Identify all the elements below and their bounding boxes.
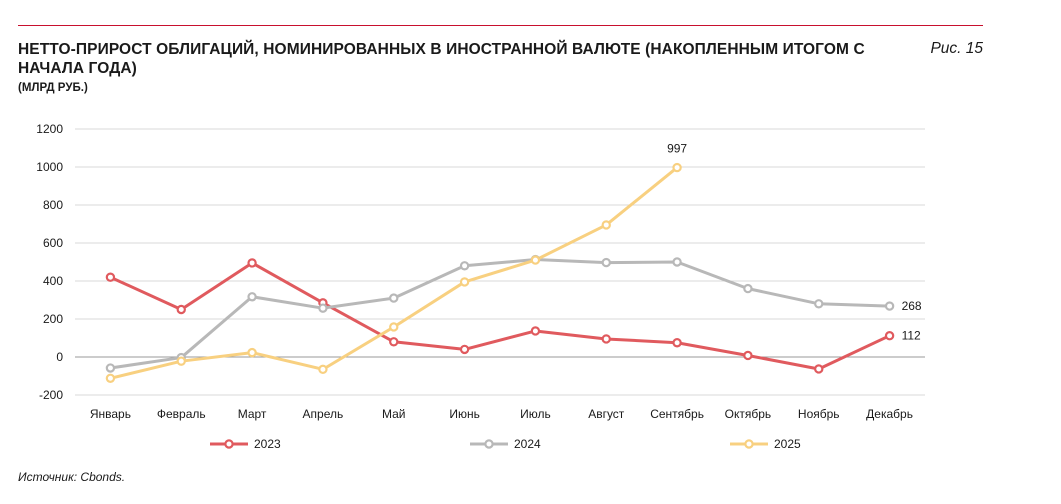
data-point-2023 — [814, 364, 824, 374]
data-point-2023 — [601, 334, 611, 344]
y-tick-label: 200 — [43, 312, 63, 326]
x-tick-label: Апрель — [303, 407, 344, 421]
figure-label: Рис. 15 — [930, 40, 983, 57]
legend: 2023 2024 2025 — [210, 437, 801, 451]
top-rule — [18, 25, 983, 26]
data-label-2025: 997 — [667, 142, 687, 156]
data-point-2024 — [389, 293, 399, 303]
data-point-2024 — [601, 257, 611, 268]
data-point-2023 — [743, 350, 753, 361]
data-point-2025 — [247, 347, 257, 358]
source-note: Источник: Cbonds. — [18, 470, 126, 484]
data-point-2024 — [105, 363, 116, 373]
y-tick-label: 600 — [43, 236, 63, 250]
y-tick-label: 1200 — [36, 122, 63, 136]
data-point-2023 — [672, 338, 682, 348]
data-point-2023 — [884, 331, 895, 341]
data-label-2024: 268 — [902, 299, 922, 313]
chart-subtitle: (МЛРД РУБ.) — [18, 82, 88, 94]
legend-marker-2024 — [484, 439, 494, 449]
x-tick-label: Август — [588, 407, 625, 421]
y-tick-label: 0 — [56, 350, 63, 364]
data-point-2024 — [814, 299, 824, 309]
data-point-2023 — [530, 326, 541, 336]
data-labels: 997 268 112 — [667, 142, 922, 343]
y-tick-label: 1000 — [36, 160, 63, 174]
data-point-2025 — [389, 322, 399, 332]
data-label-2023: 112 — [902, 329, 921, 343]
data-point-2023 — [247, 258, 257, 268]
y-tick-labels: -200 0 200 400 600 800 1000 1200 — [36, 122, 63, 402]
x-tick-label: Май — [382, 407, 406, 421]
series-line-2024 — [108, 258, 892, 370]
data-point-2025 — [105, 373, 116, 383]
y-tick-label: -200 — [39, 388, 63, 402]
legend-label-2023: 2023 — [254, 437, 281, 451]
data-point-2023 — [176, 304, 186, 315]
legend-label-2024: 2024 — [514, 437, 541, 451]
data-point-2024 — [247, 292, 257, 302]
data-point-2024 — [318, 303, 328, 313]
x-tick-label: Июнь — [449, 407, 480, 421]
legend-label-2025: 2025 — [774, 437, 801, 451]
x-tick-label: Октябрь — [725, 407, 772, 421]
data-point-2024 — [459, 261, 470, 271]
grid-lines — [75, 128, 925, 396]
x-tick-label: Сентябрь — [650, 407, 704, 421]
data-point-2023 — [105, 272, 116, 282]
data-point-2024 — [884, 301, 895, 311]
data-point-2025 — [530, 255, 541, 265]
series-line-2023 — [108, 261, 892, 371]
data-point-2024 — [672, 257, 682, 267]
x-tick-label: Ноябрь — [798, 407, 840, 421]
series-lines — [108, 166, 892, 380]
data-point-2023 — [459, 344, 470, 355]
x-tick-label: Январь — [90, 407, 131, 421]
data-point-2025 — [176, 356, 186, 366]
y-tick-label: 800 — [43, 198, 63, 212]
data-point-2025 — [672, 162, 682, 173]
series-points — [105, 162, 895, 383]
chart-title: НЕТТО-ПРИРОСТ ОБЛИГАЦИЙ, НОМИНИРОВАННЫХ … — [18, 41, 865, 77]
legend-marker-2023 — [224, 439, 234, 449]
legend-marker-2025 — [744, 439, 754, 449]
data-point-2023 — [389, 337, 399, 347]
data-point-2024 — [743, 283, 753, 294]
data-point-2025 — [318, 364, 328, 375]
x-tick-label: Декабрь — [866, 407, 913, 421]
data-point-2025 — [601, 220, 611, 230]
y-tick-label: 400 — [43, 274, 63, 288]
data-point-2025 — [459, 277, 470, 287]
x-tick-label: Июль — [520, 407, 551, 421]
x-tick-labels: Январь Февраль Март Апрель Май Июнь Июль Август… — [90, 407, 913, 421]
x-tick-label: Март — [238, 407, 267, 421]
x-tick-label: Февраль — [157, 407, 206, 421]
